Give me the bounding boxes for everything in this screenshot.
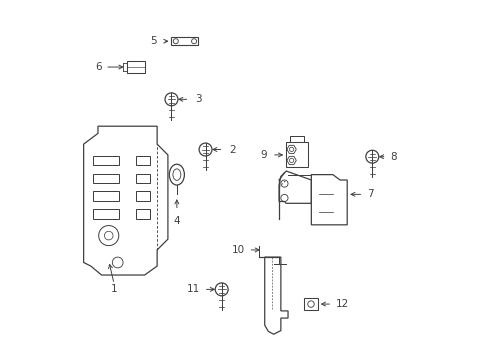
Bar: [286, 142, 308, 167]
Bar: [93, 174, 120, 183]
Text: 10: 10: [232, 245, 245, 255]
Text: 3: 3: [195, 94, 201, 104]
Bar: [93, 156, 120, 165]
Bar: [93, 210, 120, 219]
Text: 4: 4: [173, 216, 180, 226]
Bar: [136, 192, 150, 201]
Text: 6: 6: [95, 62, 101, 72]
Text: 8: 8: [390, 152, 397, 162]
Text: 9: 9: [260, 150, 267, 160]
Bar: [304, 298, 318, 310]
Text: 7: 7: [367, 189, 373, 199]
Bar: [136, 156, 150, 165]
Bar: [172, 37, 198, 45]
Text: 5: 5: [150, 36, 157, 46]
Bar: [93, 192, 120, 201]
Text: 2: 2: [229, 144, 236, 154]
Bar: [290, 136, 304, 142]
Bar: [136, 210, 150, 219]
Bar: [136, 174, 150, 183]
Text: 11: 11: [187, 284, 200, 294]
Text: 1: 1: [111, 284, 118, 294]
Bar: [126, 60, 145, 73]
Text: 12: 12: [336, 299, 349, 309]
